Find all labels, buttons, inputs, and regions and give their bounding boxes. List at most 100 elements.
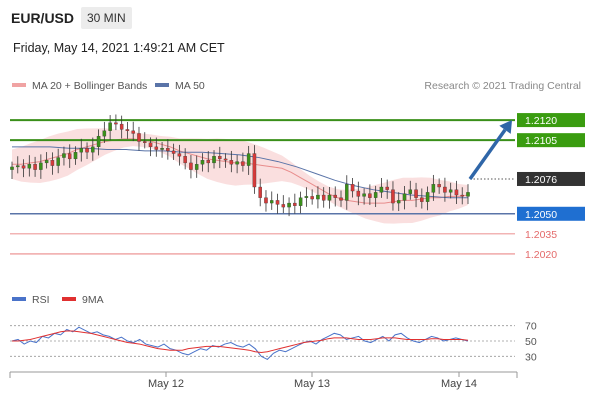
candle-body [373,192,378,198]
candle-body [454,189,459,196]
candle-body [171,150,176,154]
candle-body [33,164,37,170]
candle-body [437,184,441,188]
candle-body [27,164,32,169]
candle-body [194,164,199,170]
candle-body [269,200,274,204]
candle-body [333,194,337,198]
candle-body [258,186,262,198]
candle-body [143,141,147,143]
support-label-1.2050: 1.2050 [525,209,557,221]
ma20-legend-swatch [12,83,26,87]
candle-body [327,194,332,201]
candle-body [62,153,66,158]
candle-body [160,148,164,150]
candle-body [339,197,343,201]
candle-body [414,189,418,198]
candle-body [125,129,130,131]
current-price-label: 1.2076 [525,174,557,186]
candle-body [420,197,424,202]
ma50-legend-swatch [155,83,169,87]
candle-body [321,194,326,201]
candle-body [396,200,401,204]
candle-body [73,152,78,160]
x-tick-label-may-14: May 14 [441,378,477,390]
bollinger-band-layer [12,128,468,224]
candle-body [443,186,447,193]
candle-body [425,192,430,202]
candle-body [345,184,349,201]
bollinger-band-area [12,128,468,224]
candle-body [379,186,384,193]
resistance-label-1.2105-group: 1.2105 [517,133,585,148]
candle-body [235,161,239,165]
candle-body [350,184,355,192]
candle-body [148,142,153,148]
candle-body [281,204,286,208]
candle-body [316,194,320,200]
candle-body [114,122,118,125]
candle-body [223,158,228,161]
candle-body [131,130,135,134]
candle-body [21,165,26,169]
candle-body [56,157,60,166]
x-tick-label-may-13: May 13 [294,378,330,390]
candle-body [448,189,453,193]
candle-body [246,153,251,166]
candle-body [408,189,413,194]
candle-body [391,189,395,204]
candle-body [39,162,43,170]
candle-body [385,186,389,190]
candle-body [102,130,107,137]
candle-body [218,156,222,160]
candles-layer [10,114,470,217]
candle-body [96,135,101,148]
candle-body [298,197,303,206]
forecast-arrow-shaft [468,128,507,180]
candle-body [154,146,159,150]
candle-body [287,202,291,208]
x-tick-label-may-12: May 12 [148,378,184,390]
x-axis-ticks: May 12 May 13 May 14 [148,372,477,390]
rsi-legend-swatch [12,297,26,301]
rsi-legend: RSI 9MA [12,294,104,306]
current-price-label-box [517,171,585,186]
candle-body [460,194,464,197]
rsi-tick-label-70: 70 [525,321,537,333]
candle-body [108,122,112,131]
rsi-panel: 70 50 30 [10,321,537,363]
support-label-1.2050-group: 1.2050 [517,206,585,221]
pivot-label-1.2035: 1.2035 [525,229,557,241]
rsi-tick-label-50: 50 [525,336,537,348]
candle-body [183,156,187,164]
candle-body [50,160,55,166]
candle-body [293,202,297,206]
candle-body [304,196,309,198]
candle-body [310,196,314,200]
candle-body [91,146,95,153]
candle-body [362,193,366,197]
pivot-label-1.2020: 1.2020 [525,249,557,261]
rsi-legend-label: RSI [32,294,50,306]
resistance-label-1.2120: 1.2120 [525,115,557,127]
candle-body [200,160,205,165]
candle-body [137,133,141,142]
timeframe-badge[interactable]: 30 MIN [81,7,132,29]
ma50-legend-label: MA 50 [175,80,205,92]
current-price-label-group: 1.2076 [517,171,585,186]
candle-body [356,190,361,197]
resistance-label-1.2120-box [517,113,585,128]
candle-body [229,160,234,165]
ma9-legend-label: 9MA [82,294,104,306]
candle-body [368,193,372,198]
candle-body [431,184,436,193]
candle-body [79,148,84,153]
resistance-label-1.2105: 1.2105 [525,135,557,147]
rsi-9ma-line [12,330,469,354]
main-legend: MA 20 + Bollinger Bands MA 50 Research ©… [12,80,581,92]
candle-body [44,160,49,164]
support-label-1.2050-box [517,206,585,221]
level-labels-layer: 1.2120 1.2105 1.2076 1.2050 1.2035 1.2020 [517,113,585,261]
candle-body [85,148,89,153]
